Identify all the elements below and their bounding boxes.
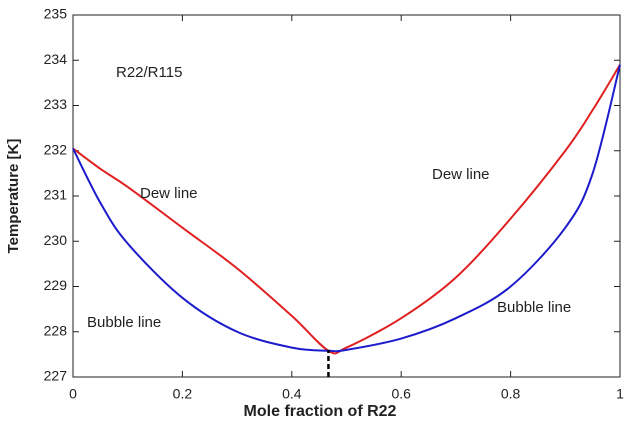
y-tick-label: 233 [44, 96, 68, 112]
x-tick-label: 0.2 [173, 386, 193, 402]
y-tick-label: 234 [44, 51, 68, 67]
annotation: Dew line [140, 185, 198, 202]
y-tick-label: 232 [44, 141, 68, 157]
line-series [72, 64, 621, 355]
y-tick-label: 235 [44, 6, 68, 22]
y-tick-label: 230 [44, 232, 68, 248]
line-series [72, 64, 621, 353]
y-tick-label: 231 [44, 187, 68, 203]
x-tick-label: 0.4 [282, 386, 302, 402]
annotation: Bubble line [497, 299, 571, 316]
x-tick-label: 0.6 [391, 386, 411, 402]
x-axis-label: Mole fraction of R22 [244, 403, 397, 420]
x-tick-label: 0 [69, 386, 77, 402]
x-tick-label: 1 [616, 386, 624, 402]
annotation: R22/R115 [116, 64, 182, 81]
x-tick-label: 0.8 [501, 386, 521, 402]
y-tick-label: 228 [44, 322, 68, 338]
y-axis-label: Temperature [K] [5, 139, 22, 254]
y-tick-label: 229 [44, 277, 68, 293]
y-tick-label: 227 [44, 368, 68, 384]
annotation: Bubble line [87, 314, 161, 331]
annotation: Dew line [432, 166, 490, 183]
